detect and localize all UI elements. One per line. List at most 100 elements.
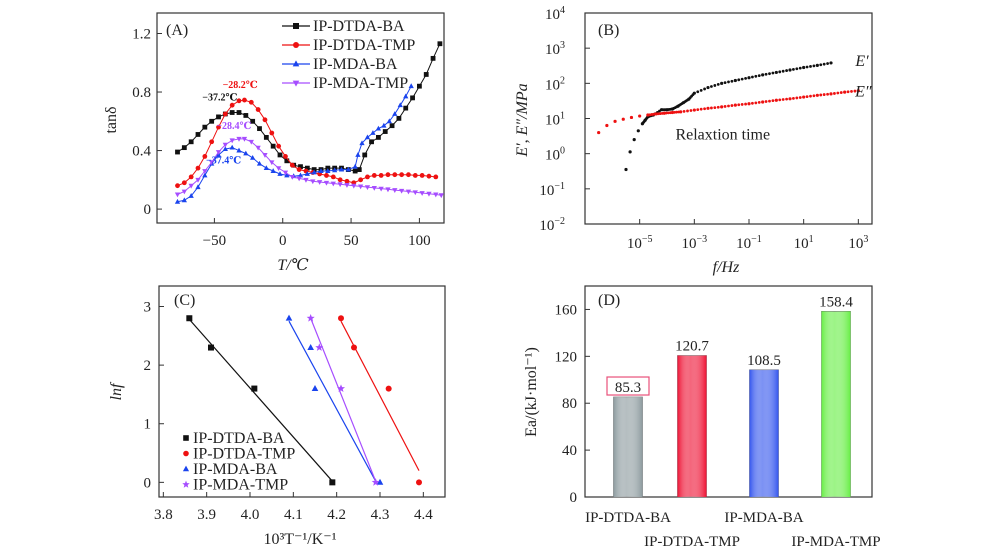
panel-b-data-point <box>740 103 744 106</box>
panel-a-data-point <box>423 72 429 77</box>
panel-b-data-point <box>809 94 812 98</box>
panel-c-data-point <box>307 343 314 350</box>
panel-a-data-point <box>382 129 388 134</box>
panel-a-data-point <box>412 190 418 196</box>
panel-a-data-point <box>284 172 290 178</box>
panel-c-data-point <box>338 315 344 322</box>
panel-a-data-point <box>297 172 304 178</box>
panel-a-data-point <box>263 134 269 140</box>
panel-a-data-point <box>396 115 402 121</box>
panel-b-data-point <box>632 138 636 142</box>
panel-a-legend-label: IP-MDA-BA <box>313 56 398 73</box>
panel-d-axes-frame <box>584 285 873 498</box>
panel-b-data-point <box>720 105 724 109</box>
panel-b-data-point <box>723 105 727 108</box>
panel-c-fit-line <box>340 320 420 471</box>
panel-b-data-point <box>692 91 696 95</box>
panel-a-ytick-label: 0.8 <box>132 85 151 101</box>
panel-d-ytick-label: 0 <box>570 490 578 506</box>
panel-a-data-point <box>371 185 377 191</box>
panel-d-bar-highlight <box>677 355 707 497</box>
panel-c-series-ip-mda-tmp <box>306 314 380 486</box>
panel-a-data-point <box>175 149 180 155</box>
panel-b-data-point <box>703 107 706 111</box>
panel-a-data-point <box>269 130 275 136</box>
panel-a-data-point <box>241 136 248 142</box>
panel-a-peak-annotation: −37.2℃ <box>202 93 237 104</box>
panel-b-data-point <box>751 101 754 105</box>
panel-c-data-point <box>385 385 392 392</box>
panel-b-data-point <box>679 110 683 114</box>
panel-b-data-point <box>853 89 857 93</box>
panel-c-legend-marker <box>183 450 189 457</box>
panel-b-xtick-label: 10−5 <box>627 234 653 252</box>
panel-b-data-point <box>686 109 689 113</box>
panel-a-data-point <box>284 158 290 164</box>
panel-a-data-point <box>181 180 187 186</box>
panel-a-data-point <box>371 173 377 178</box>
panel-b-data-point <box>815 63 819 67</box>
panel-b-data-point <box>720 81 724 85</box>
panel-b-data-point <box>785 97 788 101</box>
panel-a-data-point <box>405 189 412 195</box>
panel-a-data-point <box>375 125 382 131</box>
panel-a-data-point <box>406 172 411 178</box>
panel-a-data-point <box>412 173 418 178</box>
panel-b-data-point <box>785 69 788 72</box>
panel-b-data-point <box>699 88 703 92</box>
panel-a-data-point <box>181 189 187 195</box>
panel-a-data-point <box>325 168 331 173</box>
panel-b-data-point <box>826 92 829 96</box>
panel-b-relaxation-time-label: Relaxtion time <box>675 127 770 144</box>
panel-a-xtick-label: 50 <box>344 233 359 249</box>
panel-b-data-point <box>730 104 734 107</box>
panel-a-legend-marker <box>293 23 299 29</box>
panel-b-xtick-label: 10−1 <box>736 234 762 252</box>
panel-b-ylabel: E′, E″/MPa <box>514 83 531 157</box>
panel-a-data-point <box>392 172 398 178</box>
panel-b-data-point <box>757 101 761 104</box>
panel-c-legend-marker <box>182 480 190 488</box>
panel-a-data-point <box>426 191 432 197</box>
panel-a-data-point <box>229 110 235 115</box>
panel-b-data-point <box>792 67 795 71</box>
panel-b-data-point <box>778 70 782 74</box>
panel-b-data-point <box>613 119 617 123</box>
panel-b-xlabel: f/Hz <box>713 259 740 276</box>
panel-c-xtick-label: 4.3 <box>371 507 390 523</box>
panel-b-data-point <box>815 93 819 97</box>
panel-a-data-point <box>248 99 254 105</box>
panel-c-series-ip-dtda-ba <box>186 315 336 486</box>
panel-a-data-point <box>195 177 201 183</box>
panel-a-data-point <box>202 169 208 174</box>
panel-c-data-point <box>416 479 422 486</box>
panel-a-data-point <box>345 166 351 172</box>
panel-b-data-point <box>664 111 668 115</box>
panel-c-ytick-label: 0 <box>144 475 152 491</box>
panel-a-data-point <box>236 136 242 142</box>
panel-a-xtick-label: 0 <box>279 233 287 249</box>
panel-a-data-point <box>283 154 288 159</box>
panel-d-ytick-label: 80 <box>562 396 577 412</box>
panel-d-value-label: 108.5 <box>747 353 781 369</box>
panel-a-data-point <box>330 174 336 180</box>
panel-d-bar-group-ip-dtda-ba: 85.3 IP-DTDA-BA <box>585 376 671 526</box>
panel-b-data-point <box>706 106 710 110</box>
panel-a-data-point <box>202 172 208 178</box>
panel-a-data-point <box>262 117 268 123</box>
panel-a-peak-annotation: −37.4℃ <box>206 156 241 167</box>
panel-a-data-point <box>316 180 323 185</box>
panel-a-data-point <box>289 174 295 180</box>
panel-d-value-highlight-box <box>606 376 650 396</box>
panel-b-data-point <box>822 93 826 96</box>
panel-b-xtick-label: 101 <box>794 234 814 252</box>
panel-b-data-point <box>819 93 823 97</box>
panel-d-bar-group-ip-mda-ba: 108.5 IP-MDA-BA <box>724 353 803 526</box>
panel-c-xtick-label: 4.0 <box>241 507 260 523</box>
panel-a-data-point <box>408 83 414 89</box>
panel-b-data-point <box>839 91 843 94</box>
panel-a-data-point <box>376 134 381 140</box>
panel-b-loss-modulus-label: E″ <box>854 83 872 100</box>
panel-b-data-point <box>713 84 717 87</box>
panel-d-bar-highlight <box>821 311 851 497</box>
